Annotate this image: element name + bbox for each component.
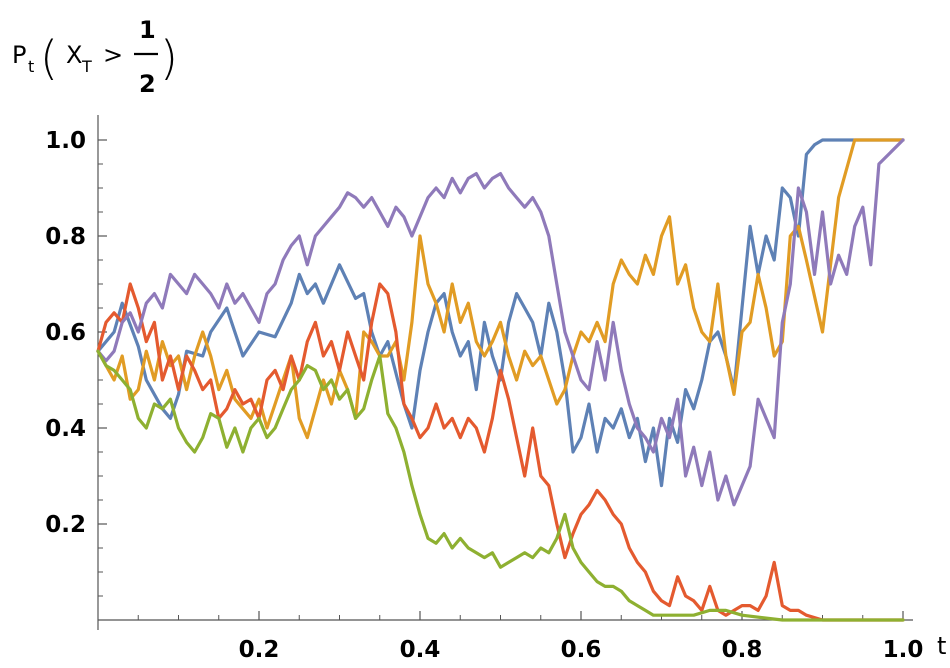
x-tick-label: 0.8 [722,637,763,663]
y-tick-label: 0.4 [45,416,86,442]
series-line-4 [96,138,905,507]
series-line-3 [96,282,905,622]
y-label-open-paren: ( [40,31,58,85]
series-line-5 [96,349,905,622]
y-label-prefix-sub: t [28,57,34,76]
y-label-frac-numerator: 1 [139,16,156,44]
y-tick-label: 0.2 [45,512,86,538]
x-tick-label: 0.6 [561,637,602,663]
y-tick-label: 0.8 [45,224,86,250]
y-label-prefix: P [12,41,26,69]
x-tick-label: 0.4 [400,637,441,663]
x-tick-label: 0.2 [239,637,280,663]
y-label-close-paren: ) [160,31,178,85]
x-ticks: 0.2 0.4 0.6 0.8 1.0 [239,611,924,663]
series-line-2 [96,138,905,440]
series-layer [96,138,905,622]
y-label-var-sub: T [81,57,92,76]
x-tick-label: 1.0 [883,637,924,663]
y-label-var: X [66,41,82,69]
y-label-operator: > [103,41,123,69]
series-line-1 [96,138,905,488]
y-label-frac-denominator: 2 [139,70,156,98]
x-axis-label: t [937,632,946,660]
y-tick-label: 0.6 [45,320,86,346]
y-tick-label: 1.0 [45,128,86,154]
y-axis-label: P t ( X T > 1 2 ) [12,16,178,98]
y-ticks: 0.2 0.4 0.6 0.8 1.0 [45,128,107,538]
